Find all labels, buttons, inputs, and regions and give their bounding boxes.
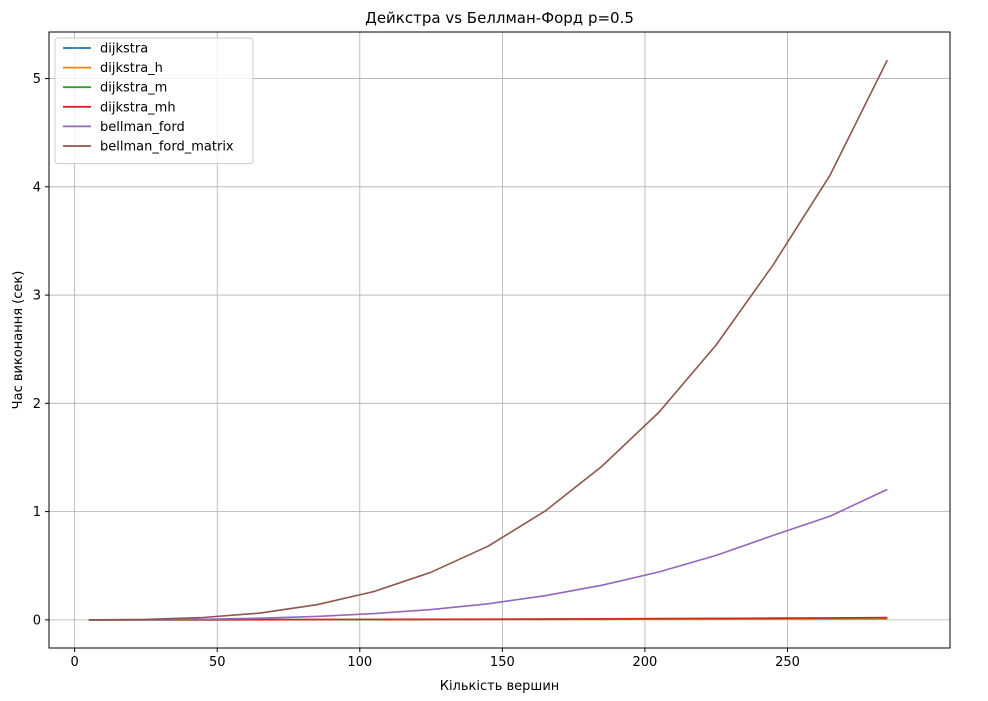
x-tick-label: 0 (71, 655, 79, 670)
y-tick-label: 5 (33, 72, 41, 87)
legend-entry: dijkstra_h (100, 61, 163, 76)
x-tick-label: 200 (633, 655, 658, 670)
legend-entry: bellman_ford (100, 120, 185, 135)
x-tick-label: 250 (775, 655, 800, 670)
y-tick-label: 0 (33, 613, 41, 628)
x-axis-label: Кількість вершин (440, 679, 560, 694)
chart-title: Дейкстра vs Беллман-Форд p=0.5 (365, 9, 634, 27)
y-tick-label: 1 (33, 505, 41, 520)
y-tick-label: 2 (33, 397, 41, 412)
legend-entry: dijkstra_mh (100, 100, 176, 115)
series-lines (88, 59, 889, 621)
plot-frame (48, 31, 951, 649)
legend-box (54, 37, 254, 165)
legend-entry: dijkstra (100, 42, 148, 57)
legend-entry: bellman_ford_matrix (100, 140, 234, 155)
x-tick-label: 100 (347, 655, 372, 670)
legend-entry: dijkstra_m (100, 81, 167, 96)
y-tick-label: 3 (33, 289, 41, 304)
series-line-bellman-ford (88, 488, 888, 621)
y-tick-label: 4 (33, 180, 41, 195)
y-axis-label: Час виконання (сек) (11, 271, 26, 410)
axis-ticks: 0 50 100 150 200 250 0 1 2 3 4 5 (33, 72, 800, 670)
x-tick-label: 150 (490, 655, 515, 670)
legend: dijkstra dijkstra_h dijkstra_m dijkstra_mhb… (54, 37, 254, 165)
x-tick-label: 50 (209, 655, 226, 670)
series-line-bellman-ford-matrix (88, 59, 889, 621)
